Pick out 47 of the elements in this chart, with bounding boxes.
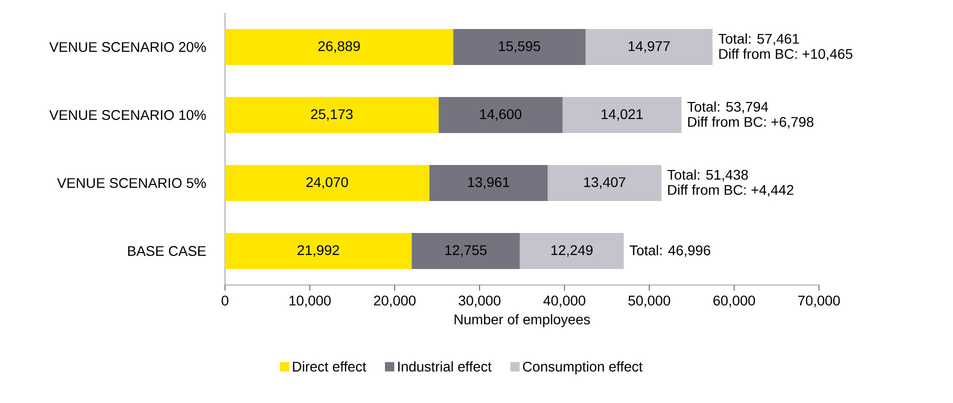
annotation: Diff from BC: +10,465 bbox=[719, 48, 852, 61]
data-label: 14,021 bbox=[602, 109, 643, 121]
annotation: Diff from BC: +6,798 bbox=[688, 116, 814, 129]
data-label: 21,992 bbox=[298, 245, 339, 257]
y-tick-label: BASE CASE bbox=[128, 246, 206, 256]
total-label: Total: 51,438 bbox=[667, 169, 748, 182]
bar bbox=[225, 29, 454, 65]
bar bbox=[586, 29, 713, 65]
y-tick-label: VENUE SCENARIO 5% bbox=[57, 178, 206, 188]
data-label: 12,249 bbox=[551, 245, 593, 257]
data-label: 14,600 bbox=[480, 109, 522, 121]
x-tick-label: 20,000 bbox=[374, 296, 416, 308]
bar bbox=[453, 29, 586, 65]
bar bbox=[225, 232, 412, 269]
bar bbox=[429, 164, 548, 201]
bar bbox=[225, 97, 439, 133]
x-tick-label: 60,000 bbox=[713, 296, 755, 308]
data-label: 15,595 bbox=[498, 41, 540, 53]
legend-label: Direct effect bbox=[293, 361, 366, 372]
x-axis-title: Number of employees bbox=[454, 314, 590, 328]
total-label: Total: 53,794 bbox=[687, 101, 768, 114]
x-tick-label: 40,000 bbox=[543, 296, 586, 308]
data-label: 13,961 bbox=[468, 177, 510, 189]
total-label: Total: 57,461 bbox=[718, 33, 799, 46]
x-tick-label: 30,000 bbox=[458, 296, 500, 308]
y-tick-label: VENUE SCENARIO 10% bbox=[49, 110, 206, 120]
x-tick-label: 50,000 bbox=[628, 296, 670, 308]
data-label: 14,977 bbox=[628, 41, 670, 53]
bar bbox=[520, 232, 624, 269]
annotation: Diff from BC: +4,442 bbox=[668, 184, 794, 197]
data-label: 13,407 bbox=[584, 177, 626, 189]
legend-label: Industrial effect bbox=[398, 361, 492, 372]
bar bbox=[548, 164, 662, 201]
x-tick-label: 10,000 bbox=[290, 296, 331, 308]
bar bbox=[562, 97, 682, 133]
data-label: 24,070 bbox=[306, 177, 348, 189]
bar bbox=[225, 164, 430, 201]
data-label: 12,755 bbox=[445, 245, 487, 257]
total-label: Total: 46,996 bbox=[630, 245, 710, 257]
bar bbox=[412, 232, 520, 269]
x-tick-label: 0 bbox=[222, 296, 228, 306]
bar bbox=[438, 97, 562, 133]
y-tick-label: VENUE SCENARIO 20% bbox=[49, 42, 206, 52]
data-label: 26,889 bbox=[318, 41, 360, 53]
x-tick-label: 70,000 bbox=[798, 296, 840, 308]
legend-label: Consumption effect bbox=[523, 361, 643, 374]
data-label: 25,173 bbox=[311, 109, 353, 121]
